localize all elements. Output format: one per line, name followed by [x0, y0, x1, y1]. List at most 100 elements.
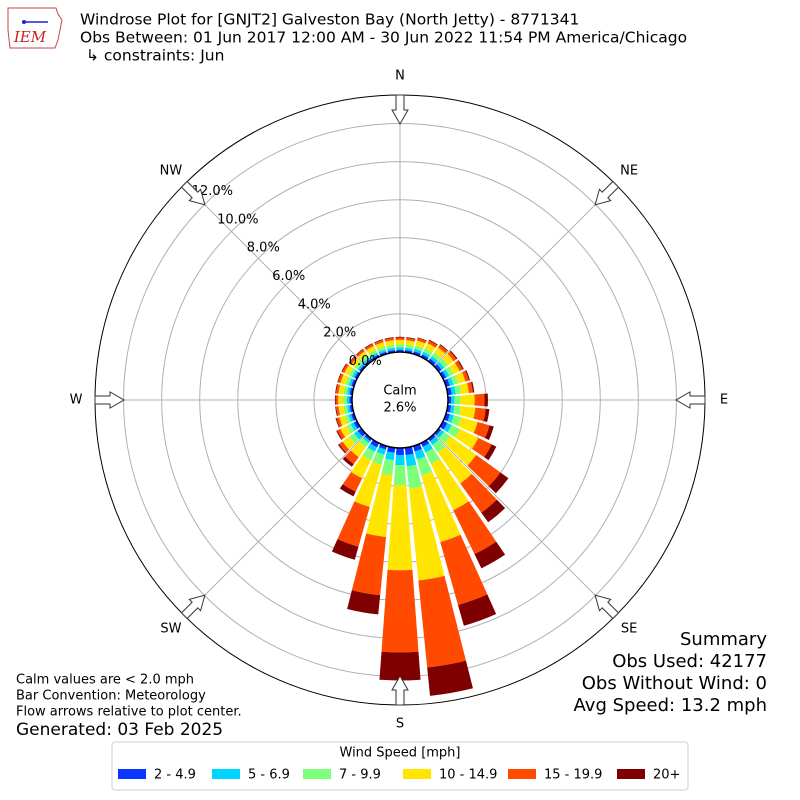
bar-segment: [336, 417, 343, 428]
legend-label: 7 - 9.9: [339, 768, 381, 783]
bar-segment: [428, 434, 436, 442]
bar-segment: [364, 434, 372, 442]
logo-text: IEM: [13, 28, 47, 46]
bar-segment: [339, 484, 356, 497]
bar-segment: [427, 340, 438, 348]
bar-segment: [444, 436, 477, 466]
bar-segment: [346, 386, 351, 395]
bar-segment: [457, 360, 464, 370]
flow-arrow: [594, 594, 620, 620]
bar-segment: [431, 352, 441, 361]
bar-segment: [481, 499, 506, 523]
bar-segment: [343, 395, 347, 405]
bar-segment: [342, 456, 354, 467]
logo-shape: [7, 7, 63, 49]
bar-segment: [339, 415, 348, 426]
bar-segment: [364, 343, 374, 351]
legend-swatch: [118, 769, 146, 779]
spoke: [183, 183, 367, 367]
bar-segment: [350, 422, 358, 431]
bar-segment: [353, 430, 363, 440]
bar-segment: [338, 441, 350, 453]
bar-segment: [354, 371, 361, 380]
bar-segment: [395, 447, 405, 456]
bar-segment: [439, 358, 449, 368]
bar-segment: [447, 425, 460, 438]
bar-segment: [372, 451, 385, 466]
compass-label: NE: [620, 163, 638, 178]
bar-segment: [395, 336, 405, 338]
summary-line: Obs Used: 42177: [612, 651, 767, 672]
bar-segment: [364, 359, 372, 366]
bar-segment: [351, 413, 357, 421]
bar-segment: [335, 406, 338, 416]
bar-segment: [458, 594, 497, 626]
bar-segment: [429, 355, 438, 364]
bar-segment: [341, 363, 347, 372]
note: Bar Convention: Meteorology: [16, 689, 206, 704]
bar-segment: [386, 344, 395, 350]
bar-segment: [395, 337, 405, 340]
bar-segment: [440, 534, 488, 606]
bar-segment: [335, 417, 340, 428]
bar-segment: [474, 393, 485, 407]
bar-segment: [439, 371, 447, 380]
logo: IEM: [7, 7, 63, 49]
bar-segment: [483, 408, 490, 423]
bar-segment: [430, 458, 469, 511]
bar-segment: [396, 347, 404, 350]
bar-segment: [471, 437, 492, 458]
bar-segment: [484, 425, 494, 440]
calm-value: 2.6%: [383, 401, 416, 416]
flow-arrow: [180, 180, 206, 206]
bar-segment: [454, 395, 461, 405]
bar-segment: [387, 347, 395, 352]
note: Calm values are < 2.0 mph: [16, 673, 194, 688]
bar-segment: [351, 370, 359, 378]
bar-segment: [331, 539, 359, 560]
bar-segment: [357, 428, 366, 437]
bar-segment: [385, 451, 395, 461]
bar-segment: [418, 575, 466, 668]
bar-segment: [395, 454, 405, 466]
bar-segment: [405, 347, 413, 352]
bar-segment: [442, 369, 450, 378]
r-tick-label: 4.0%: [298, 297, 331, 312]
bar-segment: [371, 354, 380, 361]
r-tick-label: 6.0%: [272, 269, 305, 284]
compass-label: W: [70, 393, 83, 408]
bar-segment: [349, 356, 357, 365]
bar-segment: [436, 429, 445, 438]
bar-segment: [413, 348, 422, 354]
bar-segment: [349, 433, 360, 444]
bar-segment: [378, 443, 387, 450]
bar-segment: [351, 379, 357, 387]
bar-segment: [384, 337, 394, 340]
bar-segment: [467, 382, 473, 393]
summary-line: Avg Speed: 13.2 mph: [574, 695, 767, 716]
flow-arrow: [180, 594, 206, 620]
bar-segment: [338, 395, 344, 405]
bar-segment: [355, 348, 364, 356]
bar-segment: [460, 394, 475, 406]
bar-segment: [443, 413, 451, 422]
bar-segment: [340, 374, 349, 385]
bar-segment: [358, 351, 368, 361]
bar-segment: [338, 384, 345, 395]
chart-title: Windrose Plot for [GNJT2] Galveston Bay …: [80, 11, 579, 29]
bar-segment: [351, 454, 372, 479]
flow-arrow: [594, 180, 620, 206]
bar-segment: [348, 355, 356, 364]
bar-segment: [437, 446, 472, 484]
bar-segment: [437, 344, 448, 354]
bar-segment: [449, 405, 455, 414]
bar-segment: [351, 533, 387, 596]
bar-segment: [370, 439, 380, 448]
legend-label: 20+: [653, 768, 680, 783]
flow-arrow: [391, 94, 409, 126]
bar-segment: [368, 349, 378, 357]
compass-label: NW: [160, 163, 183, 178]
bar-segment: [387, 484, 413, 571]
bar-segment: [414, 448, 426, 460]
bar-segment: [344, 365, 354, 376]
